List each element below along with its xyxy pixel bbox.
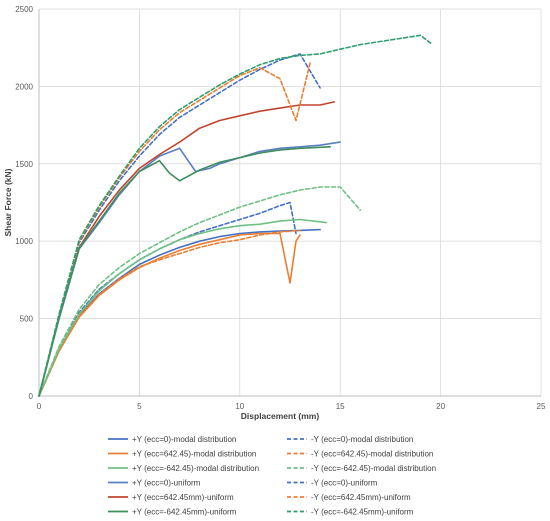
legend-label: +Y (ecc=0)-modal distribution [132,435,236,444]
x-tick-label: 15 [336,402,345,411]
series-line-10 [38,62,311,397]
y-tick-label: 1000 [15,237,33,246]
legend-label: +Y (ecc=-642.45mm)-uniform [132,508,237,517]
legend-item: +Y (ecc=0)-modal distribution [108,435,236,444]
legend-item: -Y (ecc=0)-modal distribution [287,435,413,444]
series-line-7 [38,141,341,397]
series-line-4 [38,229,301,397]
series-line-6 [38,186,362,397]
legend-item: +Y (ecc=-642.45)-modal distribution [108,464,259,473]
legend-label: -Y (ecc=0)-uniform [311,479,378,488]
x-axis-title: Displacement (mm) [241,411,320,421]
legend-label: -Y (ecc=-642.45mm)-uniform [311,508,414,517]
x-tick-label: 20 [436,402,445,411]
series-line-8 [38,53,321,397]
y-tick-label: 0 [29,392,34,401]
axes [38,9,541,397]
x-tick-label: 5 [137,402,142,411]
x-tick-label: 0 [37,402,42,411]
series-line-5 [38,218,327,397]
legend-item: -Y (ecc=0)-uniform [287,479,378,488]
legend-label: +Y (ecc=642.45mm)-uniform [132,493,234,502]
legend-item: +Y (ecc=642.45mm)-uniform [108,493,234,502]
legend-item: -Y (ecc=-642.45)-modal distribution [287,464,436,473]
legend-item: +Y (ecc=0)-uniform [108,479,201,488]
legend-label: +Y (ecc=642.45)-modal distribution [132,450,256,459]
legend-label: -Y (ecc=0)-modal distribution [311,435,413,444]
legend-item: -Y (ecc=642.45)-modal distribution [287,450,433,459]
y-tick-label: 2000 [15,82,33,91]
legend-item: -Y (ecc=642.45mm)-uniform [287,493,411,502]
y-tick-label: 2500 [15,5,33,14]
legend-label: -Y (ecc=642.45)-modal distribution [311,450,433,459]
legend: +Y (ecc=0)-modal distribution -Y (ecc=0)-… [108,435,436,517]
x-tick-label: 25 [537,402,546,411]
series-line-12 [38,34,432,397]
series-lines [38,34,432,397]
x-tick-label: 10 [235,402,244,411]
legend-item: +Y (ecc=-642.45mm)-uniform [108,508,237,517]
y-axis-title: Shear Force (kN) [3,168,13,236]
series-line-11 [38,146,331,397]
legend-label: +Y (ecc=0)-uniform [132,479,201,488]
legend-label: -Y (ecc=642.45mm)-uniform [311,493,411,502]
y-tick-label: 500 [20,315,34,324]
y-tick-label: 1500 [15,160,33,169]
tick-labels: 0 500 1000 1500 2000 2500 0 5 10 15 20 25 [15,5,546,411]
legend-label: -Y (ecc=-642.45)-modal distribution [311,464,436,473]
legend-label: +Y (ecc=-642.45)-modal distribution [132,464,259,473]
legend-item: -Y (ecc=-642.45mm)-uniform [287,508,414,517]
gridlines [38,8,542,397]
legend-item: +Y (ecc=642.45)-modal distribution [108,450,256,459]
